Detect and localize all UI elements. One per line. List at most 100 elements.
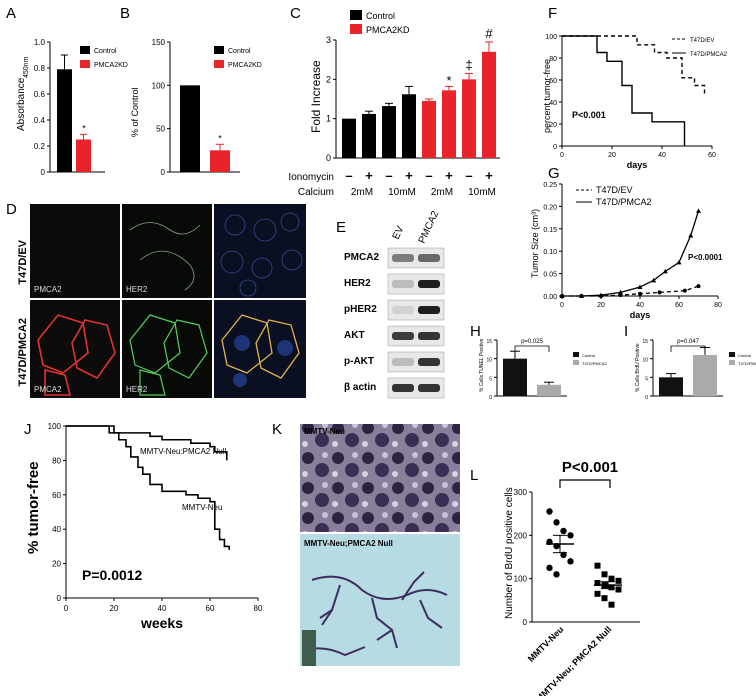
g-x-tick-label: 60 — [675, 302, 683, 309]
a-y-tick-label: 0.4 — [34, 116, 46, 125]
row-label-t47d-ev: T47D/EV — [17, 239, 29, 284]
g-x-tick-label: 40 — [636, 302, 644, 309]
c-y-tick-label: 3 — [326, 35, 331, 45]
l-point — [601, 595, 608, 602]
blot-band — [392, 384, 414, 392]
j-x-tick-label: 40 — [158, 604, 167, 613]
g-point — [688, 233, 694, 238]
g-y-tick-label: 0.20 — [543, 204, 557, 211]
c-bar — [482, 51, 496, 158]
a-y-tick-label: 0.2 — [34, 142, 46, 151]
c-ionomycin-sign: – — [425, 168, 432, 183]
f-series-1 — [562, 35, 686, 146]
blot-row-label: PMCA2 — [344, 252, 379, 263]
h-y-tick-label: 5 — [489, 376, 492, 382]
f-x-tick-label: 20 — [608, 152, 616, 159]
l-y-tick-label: 300 — [514, 488, 528, 497]
blot-band — [418, 280, 440, 288]
blot-band — [392, 306, 414, 314]
b-y-label: % of Control — [130, 87, 140, 137]
l-point — [546, 508, 553, 515]
l-point — [567, 558, 574, 565]
c-calcium-value: 2mM — [351, 187, 373, 198]
blot-row-label: AKT — [344, 330, 365, 341]
a-legend-swatch — [80, 46, 90, 54]
f-x-tick-label: 0 — [560, 152, 564, 159]
a-legend-label: Control — [94, 48, 117, 55]
b-significance: * — [218, 133, 222, 143]
c-ionomycin-sign: + — [365, 168, 373, 183]
micrograph-pmca2-ev — [30, 204, 120, 298]
l-point — [560, 527, 567, 535]
j-y-tick-label: 80 — [52, 456, 61, 465]
j-series-1 — [66, 425, 230, 550]
cell-outlines-her2-ev — [129, 222, 201, 291]
panel-g: G 0.00 0.05 0.10 0.15 0.20 0.25 0 20 40 60 80 days T… — [530, 165, 723, 320]
c-legend-label: Control — [366, 11, 395, 21]
j-y-tick-label: 0 — [57, 594, 62, 603]
g-point — [696, 208, 701, 213]
h-y-label: % Cells TUNEL Positive — [479, 338, 485, 392]
c-calcium-value: 10mM — [468, 187, 496, 198]
blot-band — [418, 358, 440, 366]
g-x-tick-label: 0 — [560, 302, 564, 309]
i-legend-swatch — [729, 352, 735, 357]
h-y-tick-label: 10 — [486, 358, 492, 364]
c-legend-swatch — [350, 10, 362, 20]
b-y-tick-label: 100 — [152, 81, 166, 90]
panel-i: I 0 5 10 15% Cells BrdU Positive Control T47D… — [624, 323, 756, 401]
cell-outlines-pmca2-pmca2 — [37, 314, 116, 396]
j-series-label: MMTV-Neu — [182, 503, 222, 512]
l-y-tick-label: 0 — [523, 618, 528, 627]
row-label-t47d-pmca2: T47D/PMCA2 — [17, 318, 29, 386]
h-p-value: p=0.025 — [521, 339, 544, 345]
g-p-value: P<0.0001 — [688, 253, 723, 262]
i-y-tick-label: 10 — [642, 358, 648, 364]
l-point — [594, 562, 601, 569]
g-point — [657, 290, 662, 295]
blot-band — [418, 332, 440, 340]
l-y-tick-label: 100 — [514, 575, 528, 584]
panel-b: B 0 50 100 150 % of Control Control PMCA2KD * — [120, 5, 262, 177]
panel-label-i: I — [624, 323, 628, 340]
i-legend-swatch — [729, 360, 735, 365]
panel-label-k: K — [272, 421, 282, 438]
ductal-branches — [304, 571, 448, 657]
f-series-0 — [562, 35, 706, 97]
g-point — [676, 259, 682, 265]
panel-label-h: H — [470, 323, 481, 340]
g-y-tick-label: 0.00 — [543, 294, 557, 301]
j-y-tick-label: 60 — [52, 491, 61, 500]
nuclei-merge-ev — [220, 212, 303, 297]
blot-band — [418, 384, 440, 392]
h-bar — [537, 384, 561, 396]
l-point — [601, 571, 608, 578]
cell-outlines-her2-pmca2 — [129, 314, 208, 396]
panel-label-d: D — [6, 201, 17, 218]
c-calcium-value: 2mM — [431, 187, 453, 198]
blot-row-label: pHER2 — [344, 304, 377, 315]
c-y-tick-label: 0 — [326, 153, 331, 163]
panel-d: D T47D/EV T47D/PMCA2 — [6, 201, 306, 398]
blot-band — [392, 254, 414, 262]
c-bar — [342, 118, 356, 158]
j-x-tick-label: 0 — [64, 604, 69, 613]
panel-label-f: F — [548, 5, 557, 22]
lane-label-pmca2: PMCA2 — [417, 209, 442, 245]
h-y-tick-label: 0 — [489, 395, 492, 401]
g-point — [638, 291, 642, 296]
b-bar — [210, 150, 230, 172]
blot-band — [418, 306, 440, 314]
g-y-tick-label: 0.05 — [543, 272, 557, 279]
j-y-tick-label: 20 — [52, 560, 61, 569]
panel-h: H 0 5 10 15% Cells TUNEL Positive Control T47… — [470, 323, 607, 401]
i-y-tick-label: 5 — [645, 376, 648, 382]
j-series-0 — [66, 425, 228, 461]
panel-label-g: G — [548, 165, 560, 182]
c-ionomycin-sign: + — [405, 168, 413, 183]
f-p-value: P<0.001 — [572, 110, 606, 120]
l-point — [567, 532, 574, 539]
f-x-tick-label: 40 — [658, 152, 666, 159]
g-legend-label: T47D/PMCA2 — [596, 197, 652, 207]
